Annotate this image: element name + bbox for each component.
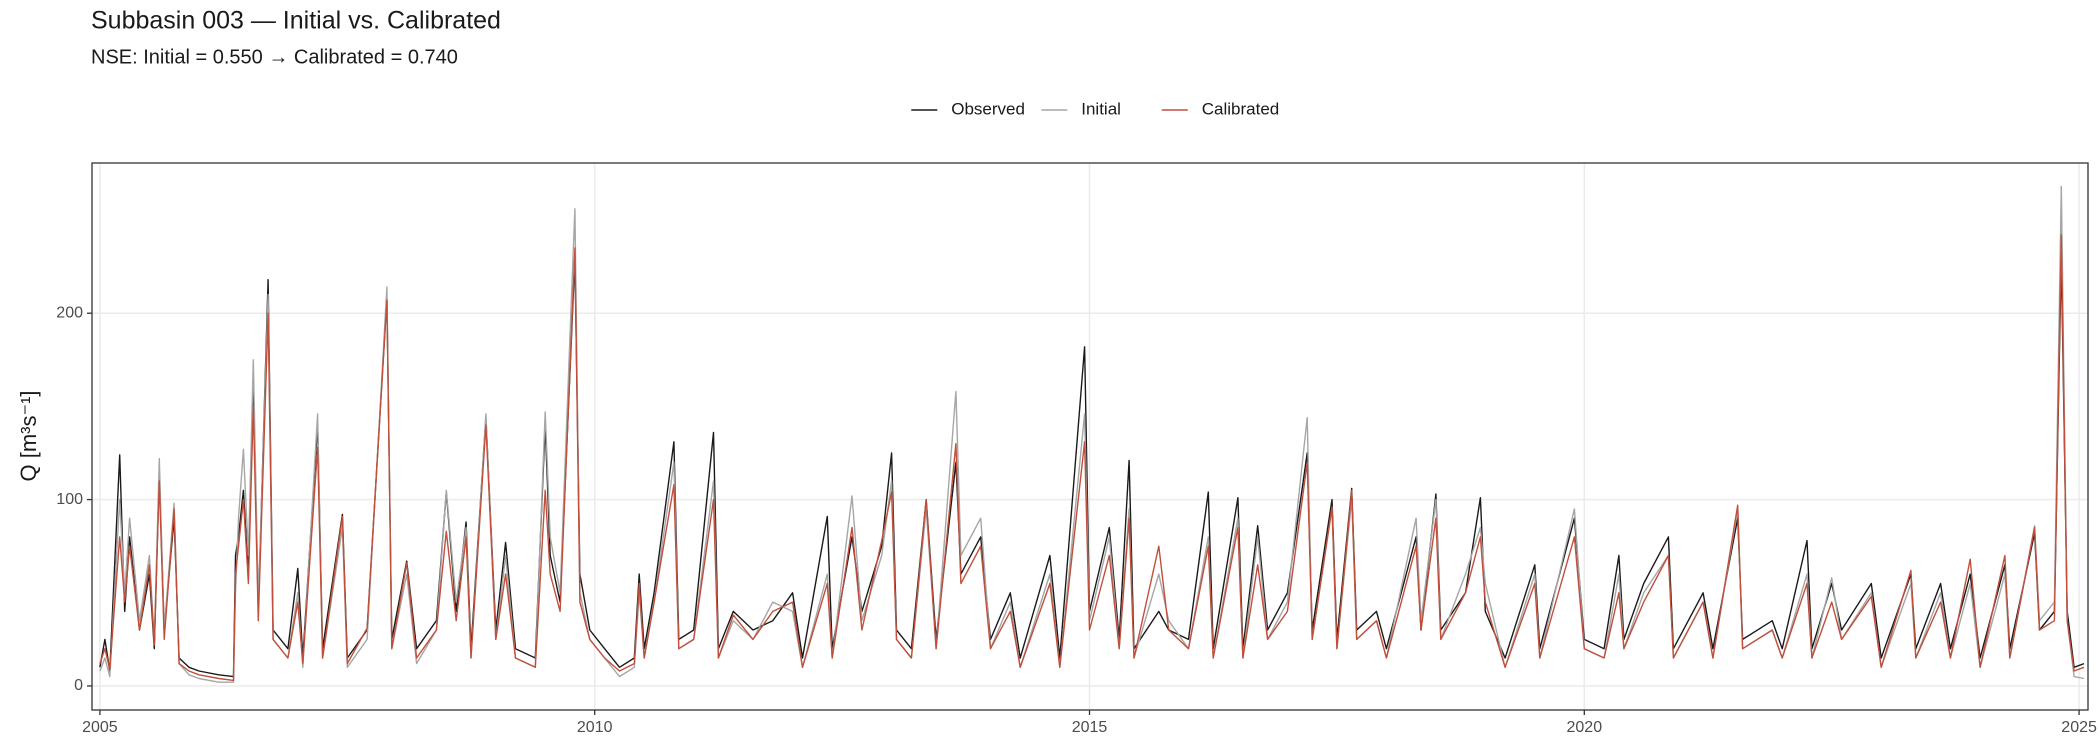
legend-label: Calibrated <box>1202 99 1280 118</box>
legend-label: Initial <box>1081 99 1121 118</box>
legend: Observed Initial Calibrated <box>911 99 1279 118</box>
y-tick-label: 200 <box>56 304 83 321</box>
chart-title: Subbasin 003 — Initial vs. Calibrated <box>91 7 501 35</box>
legend-label: Observed <box>951 99 1025 118</box>
x-tick-label: 2010 <box>577 719 613 736</box>
y-axis-title: Q [m³s⁻¹] <box>16 390 41 481</box>
series-line <box>99 234 2085 682</box>
x-tick-label: 2015 <box>1072 719 1108 736</box>
x-tick-label: 2020 <box>1567 719 1603 736</box>
x-tick-label: 2025 <box>2061 719 2097 736</box>
x-tick-label: 2005 <box>82 719 118 736</box>
y-tick-label: 0 <box>74 677 83 694</box>
plot-border <box>91 162 2089 711</box>
y-tick-label: 100 <box>56 491 83 508</box>
chart-subtitle: NSE: Initial = 0.550 → Calibrated = 0.74… <box>91 46 458 68</box>
